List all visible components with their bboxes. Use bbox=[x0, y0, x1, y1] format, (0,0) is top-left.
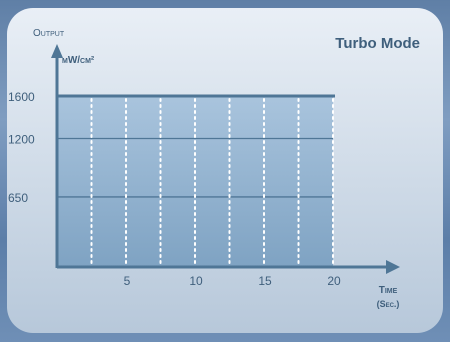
output-area bbox=[57, 96, 333, 266]
x-tick-label: 20 bbox=[327, 274, 341, 288]
x-axis-arrow bbox=[386, 260, 400, 274]
x-axis-label: Time bbox=[379, 285, 398, 296]
y-tick-label: 1200 bbox=[8, 133, 35, 147]
y-axis-unit: mW/cm² bbox=[62, 55, 95, 66]
y-tick-label: 650 bbox=[8, 191, 28, 205]
x-tick-label: 15 bbox=[258, 274, 272, 288]
y-axis-label: Output bbox=[33, 28, 65, 39]
x-axis-unit: (Sec.) bbox=[377, 299, 400, 309]
y-axis-arrow bbox=[51, 44, 63, 58]
x-tick-label: 10 bbox=[189, 274, 203, 288]
x-tick-label: 5 bbox=[124, 274, 131, 288]
y-tick-label: 1600 bbox=[8, 90, 35, 104]
chart-title: Turbo Mode bbox=[335, 35, 420, 52]
